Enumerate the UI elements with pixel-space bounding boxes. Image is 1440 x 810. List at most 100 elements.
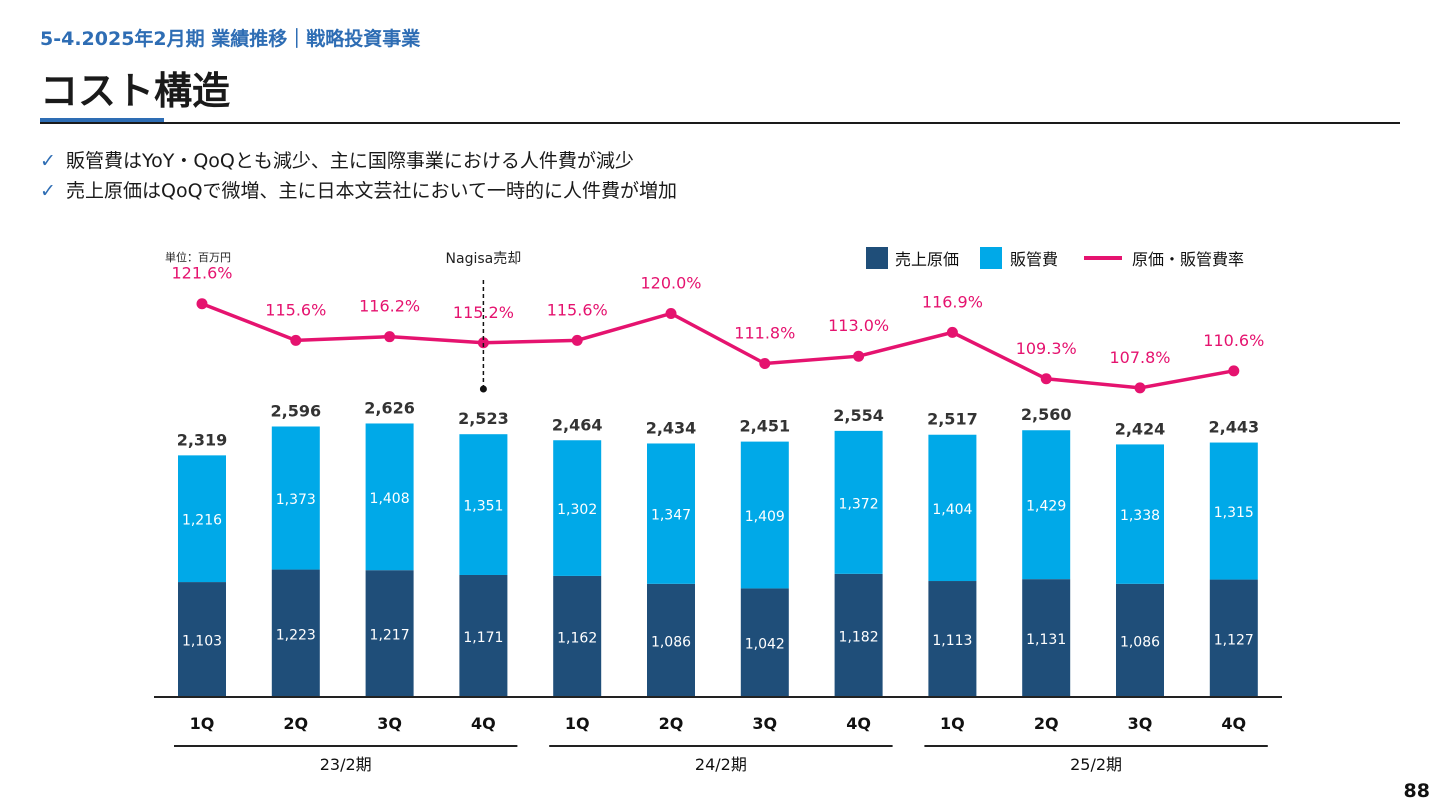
ratio-label: 113.0% [828, 316, 889, 335]
legend-label-ratio: 原価・販管費率 [1132, 250, 1244, 269]
section-subtitle: 5-4.2025年2月期 業績推移｜戦略投資事業 [40, 28, 421, 50]
data-label-cost: 1,131 [1026, 632, 1066, 648]
ratio-label: 115.6% [547, 300, 608, 319]
bar-cost-of-sales [647, 583, 695, 697]
x-tick-label: 2Q [1034, 714, 1059, 733]
bar-sga [271, 426, 320, 570]
bar-sga [459, 434, 508, 575]
bar-cost-of-sales [1116, 583, 1164, 697]
ratio-label: 115.2% [453, 303, 514, 322]
bar-sga [928, 434, 977, 582]
check-icon: ✓ [40, 180, 56, 202]
group-label: 25/2期 [1070, 755, 1122, 774]
data-label-cost: 1,042 [745, 637, 785, 653]
legend-label-sga: 販管費 [1010, 250, 1058, 269]
data-label-sga: 1,429 [1026, 499, 1066, 515]
legend-label-cost: 売上原価 [895, 250, 959, 269]
data-label-cost: 1,127 [1214, 632, 1254, 648]
group-label: 24/2期 [695, 755, 747, 774]
bar-sga [553, 440, 602, 576]
ratio-label: 120.0% [640, 274, 701, 293]
ratio-point [477, 337, 489, 349]
bar-sga [834, 430, 883, 574]
bullet-item: ✓ 売上原価はQoQで微増、主に日本文芸社において一時的に人件費が増加 [40, 176, 677, 203]
bullet-text: 売上原価はQoQで微増、主に日本文芸社において一時的に人件費が増加 [66, 180, 677, 202]
bar-sga [1209, 442, 1258, 580]
bullet-item: ✓ 販管費はYoY・QoQとも減少、主に国際事業における人件費が減少 [40, 146, 634, 173]
x-tick-label: 1Q [940, 714, 965, 733]
ratio-label: 116.2% [359, 297, 420, 316]
x-tick-label: 2Q [659, 714, 684, 733]
ratio-point [384, 331, 396, 343]
total-label: 2,517 [927, 410, 978, 429]
bar-cost-of-sales [740, 588, 789, 697]
check-icon: ✓ [40, 150, 56, 172]
ratio-label: 116.9% [922, 292, 983, 311]
ratio-point [290, 334, 302, 346]
legend-swatch-cost [866, 247, 888, 269]
page-number: 88 [1403, 780, 1430, 802]
ratio-label: 109.3% [1016, 339, 1077, 358]
bar-cost-of-sales [928, 581, 977, 697]
ratio-point [1040, 373, 1052, 385]
bar-cost-of-sales [834, 573, 883, 697]
ratio-point [853, 350, 865, 362]
ratio-label: 115.6% [265, 300, 326, 319]
x-tick-label: 3Q [377, 714, 402, 733]
data-label-cost: 1,103 [182, 634, 222, 650]
ratio-point [759, 358, 771, 370]
ratio-label: 110.6% [1203, 331, 1264, 350]
bar-cost-of-sales [1022, 579, 1071, 697]
data-label-sga: 1,315 [1214, 505, 1254, 521]
data-label-cost: 1,162 [557, 630, 597, 646]
title-divider [40, 122, 1400, 124]
unit-label: 単位：百万円 [165, 251, 231, 264]
page-title: コスト構造 [40, 69, 231, 113]
data-label-cost: 1,086 [1120, 634, 1160, 650]
total-label: 2,443 [1208, 418, 1259, 437]
data-label-sga: 1,373 [276, 492, 316, 508]
x-tick-label: 4Q [846, 714, 871, 733]
ratio-point [571, 334, 583, 346]
x-tick-label: 4Q [1221, 714, 1246, 733]
bar-sga [1022, 430, 1071, 580]
total-label: 2,596 [270, 401, 321, 420]
data-label-cost: 1,086 [651, 634, 691, 650]
data-label-sga: 1,216 [182, 513, 222, 529]
bar-cost-of-sales [365, 570, 414, 697]
x-tick-label: 3Q [1128, 714, 1153, 733]
total-label: 2,464 [552, 415, 603, 434]
bar-sga [1116, 444, 1164, 584]
group-label: 23/2期 [320, 755, 372, 774]
data-label-sga: 1,338 [1120, 508, 1160, 524]
data-label-sga: 1,408 [370, 491, 410, 507]
data-label-sga: 1,351 [463, 499, 503, 515]
data-label-sga: 1,409 [745, 509, 785, 525]
total-label: 2,451 [739, 417, 790, 436]
x-tick-label: 3Q [752, 714, 777, 733]
bar-sga [178, 455, 226, 583]
data-label-cost: 1,217 [370, 628, 410, 644]
x-tick-label: 1Q [190, 714, 215, 733]
bar-sga [740, 441, 789, 589]
ratio-point [1134, 382, 1146, 394]
x-tick-label: 2Q [283, 714, 308, 733]
ratio-point [665, 308, 677, 319]
data-label-sga: 1,404 [932, 502, 972, 518]
data-label-cost: 1,113 [932, 633, 972, 649]
ratio-label: 111.8% [734, 324, 795, 343]
ratio-label: 107.8% [1109, 348, 1170, 367]
total-label: 2,434 [646, 418, 697, 437]
title-accent-bar [40, 118, 164, 124]
ratio-point [196, 298, 208, 310]
bar-cost-of-sales [459, 574, 508, 697]
bar-sga [365, 423, 414, 571]
data-label-sga: 1,347 [651, 508, 691, 524]
total-label: 2,319 [177, 430, 228, 449]
data-label-sga: 1,372 [839, 496, 879, 512]
bar-cost-of-sales [178, 582, 226, 697]
total-label: 2,554 [833, 406, 884, 425]
legend-swatch-sga [980, 247, 1002, 269]
x-tick-label: 4Q [471, 714, 496, 733]
